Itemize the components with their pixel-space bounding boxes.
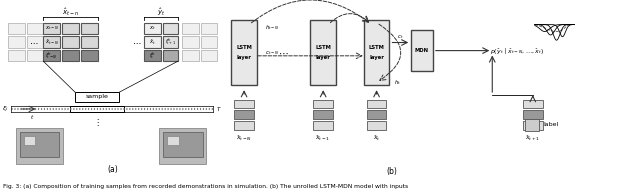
Bar (163, 50, 178, 61)
Bar (231, 20, 257, 85)
Text: LSTM: LSTM (236, 45, 252, 50)
Text: label: label (543, 122, 558, 127)
Bar (182, 36, 198, 48)
Bar (144, 23, 161, 34)
Bar (24, 136, 35, 145)
Text: $\xi_i$: $\xi_i$ (2, 105, 9, 113)
Text: Fig. 3: (a) Composition of training samples from recorded demonstrations in simu: Fig. 3: (a) Composition of training samp… (3, 184, 408, 189)
Text: $\hat{y}_t$: $\hat{y}_t$ (157, 6, 165, 18)
Text: $\cdots$: $\cdots$ (278, 48, 289, 57)
Bar (200, 23, 218, 34)
Bar (44, 23, 60, 34)
Bar (163, 36, 178, 48)
Bar (182, 50, 198, 61)
Bar (367, 100, 387, 108)
Text: (b): (b) (386, 167, 397, 176)
Bar (81, 36, 98, 48)
Bar (81, 50, 98, 61)
Text: sample: sample (86, 94, 109, 99)
Bar (200, 50, 218, 61)
Text: $\cdots$: $\cdots$ (132, 37, 141, 46)
Bar (8, 50, 24, 61)
Text: LSTM: LSTM (369, 45, 385, 50)
Text: (a): (a) (107, 165, 118, 174)
Bar (167, 136, 179, 145)
Bar (26, 36, 44, 48)
Bar (144, 50, 161, 61)
Bar (26, 23, 44, 34)
Text: $\cdots$: $\cdots$ (29, 37, 38, 46)
Bar (163, 23, 178, 34)
Bar (234, 121, 254, 130)
Text: $\hat{x}_t$: $\hat{x}_t$ (149, 37, 156, 47)
Text: $h_{t-N}$: $h_{t-N}$ (264, 23, 279, 32)
Bar (523, 121, 543, 130)
Bar (159, 128, 207, 164)
Bar (144, 36, 161, 48)
Bar (314, 110, 333, 119)
Text: layer: layer (369, 55, 384, 60)
Text: $\vdots$: $\vdots$ (93, 118, 100, 129)
Bar (234, 100, 254, 108)
Bar (200, 36, 218, 48)
Text: $\hat{x}_{t-1}$: $\hat{x}_{t-1}$ (316, 134, 331, 143)
Text: $f^h_{t+1}$: $f^h_{t+1}$ (165, 36, 176, 47)
Text: $\hat{x}_{t-n}$: $\hat{x}_{t-n}$ (62, 6, 79, 18)
Text: $f^h_t$: $f^h_t$ (149, 50, 156, 61)
Bar (364, 20, 389, 85)
Bar (8, 36, 24, 48)
Text: $\hat{x}_{t-N}$: $\hat{x}_{t-N}$ (236, 134, 252, 143)
Text: $T$: $T$ (216, 105, 222, 113)
Text: $c_{t-N}$: $c_{t-N}$ (265, 49, 279, 57)
Bar (234, 110, 254, 119)
Text: layer: layer (237, 55, 252, 60)
Bar (62, 23, 79, 34)
Text: LSTM: LSTM (316, 45, 331, 50)
Bar (523, 100, 543, 108)
Bar (15, 128, 63, 164)
Bar (525, 119, 539, 131)
Text: layer: layer (316, 55, 331, 60)
Bar (20, 132, 59, 157)
Bar (314, 121, 333, 130)
Text: MDN: MDN (415, 48, 429, 53)
Text: $f^h_{t-N}$: $f^h_{t-N}$ (45, 50, 58, 61)
Bar (310, 20, 336, 85)
Text: $c_t$: $c_t$ (397, 33, 404, 41)
Bar (62, 36, 79, 48)
Text: $x_{t-N}$: $x_{t-N}$ (45, 24, 59, 32)
Text: $\hat{x}_t$: $\hat{x}_t$ (372, 134, 380, 143)
Bar (75, 92, 120, 102)
Bar (70, 106, 124, 112)
Bar (44, 50, 60, 61)
Text: $\hat{x}_{t+1}$: $\hat{x}_{t+1}$ (525, 134, 541, 143)
Text: $\hat{x}_{t-N}$: $\hat{x}_{t-N}$ (45, 37, 59, 47)
Bar (182, 23, 198, 34)
Text: $t$: $t$ (30, 113, 35, 121)
Text: $p(\hat{y}_t \mid \hat{x}_{t-N}, \ldots, \hat{x}_t)$: $p(\hat{y}_t \mid \hat{x}_{t-N}, \ldots,… (490, 46, 544, 56)
Bar (26, 50, 44, 61)
Bar (314, 100, 333, 108)
Bar (44, 36, 60, 48)
Text: $h_t$: $h_t$ (394, 78, 401, 87)
Bar (367, 110, 387, 119)
Bar (62, 50, 79, 61)
Bar (81, 23, 98, 34)
Text: $x_t$: $x_t$ (149, 24, 156, 32)
Bar (367, 121, 387, 130)
Bar (523, 110, 543, 119)
Bar (163, 132, 202, 157)
Bar (411, 30, 433, 71)
Bar (8, 23, 24, 34)
